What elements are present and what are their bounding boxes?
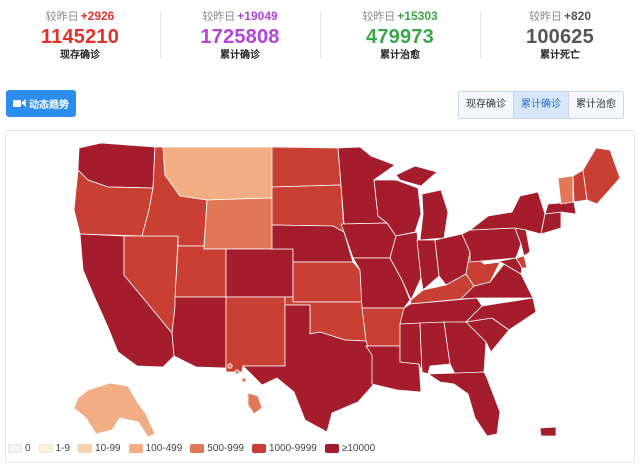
delta-label: 较昨日 (202, 11, 236, 23)
delta-label: 较昨日 (362, 11, 396, 23)
delta-label: 较昨日 (45, 11, 79, 23)
state-indiana[interactable] (416, 239, 440, 291)
state-hawaii[interactable] (247, 392, 263, 415)
trend-button-label: 动态趋势 (29, 100, 69, 111)
legend-item[interactable]: 10-99 (78, 443, 121, 454)
state-montana[interactable] (162, 146, 273, 201)
delta-value: +15303 (397, 9, 438, 23)
legend-swatch (128, 444, 143, 453)
stat-total: 479973 (366, 26, 434, 48)
delta-label: 较昨日 (528, 11, 562, 23)
stat-cumulative-cured: 较昨日 +15303 479973 累计治愈 (320, 0, 480, 70)
stat-delta: 较昨日 +820 (480, 8, 640, 25)
state-utah[interactable] (174, 245, 227, 298)
state-kansas[interactable] (292, 261, 363, 303)
legend-item[interactable]: 0 (8, 443, 31, 454)
legend-swatch (190, 444, 205, 453)
stat-label: 累计治愈 (380, 50, 420, 61)
state-maine[interactable] (582, 147, 621, 205)
state-michigan[interactable] (419, 189, 449, 241)
tab-current-confirmed[interactable]: 现存确诊 (459, 92, 513, 118)
tab-cumulative-cured[interactable]: 累计治愈 (568, 92, 623, 118)
legend-swatch (252, 444, 266, 453)
legend-item[interactable]: 1-9 (38, 443, 71, 454)
state-vermont[interactable] (557, 175, 574, 205)
tab-cumulative-confirmed[interactable]: 累计确诊 (513, 92, 568, 118)
stat-delta: 较昨日 +15303 (320, 8, 480, 25)
state-north-carolina[interactable] (465, 297, 537, 331)
legend-item[interactable]: 1000-9999 (252, 443, 317, 454)
legend-label: 100-499 (145, 443, 183, 454)
legend-item[interactable]: ≥10000 (324, 443, 376, 454)
delta-value: +19049 (237, 9, 278, 23)
trend-button[interactable]: 动态趋势 (6, 90, 76, 117)
delta-value: +820 (563, 9, 592, 23)
legend-swatch (38, 444, 53, 453)
stat-total: 1145210 (40, 26, 120, 48)
state-arizona[interactable] (171, 296, 227, 369)
legend-label: ≥10000 (341, 443, 376, 454)
state-hawaii-small[interactable] (227, 363, 233, 369)
stat-delta: 较昨日 +2926 (0, 8, 160, 25)
state-hawaii-small[interactable] (241, 377, 247, 383)
stat-delta: 较昨日 +19049 (160, 8, 320, 25)
metric-tabs: 现存确诊 累计确诊 累计治愈 (458, 91, 624, 119)
state-wyoming[interactable] (203, 197, 273, 250)
state-colorado[interactable] (225, 248, 294, 298)
stat-label: 现存确诊 (60, 50, 100, 61)
stat-total: 100625 (526, 26, 594, 48)
stat-label: 累计确诊 (220, 50, 260, 61)
state-delaware[interactable] (515, 255, 528, 269)
state-new-mexico[interactable] (225, 296, 286, 373)
delta-value: +2926 (80, 9, 115, 23)
state-michigan-upper[interactable] (395, 165, 438, 187)
stat-cumulative-deaths: 较昨日 +820 100625 累计死亡 (480, 0, 640, 70)
legend-swatch (8, 444, 22, 453)
state-arkansas[interactable] (361, 307, 405, 347)
stat-cumulative-confirmed: 较昨日 +19049 1725808 累计确诊 (160, 0, 320, 70)
state-hawaii-small[interactable] (234, 369, 240, 375)
legend-swatch (324, 444, 339, 453)
legend-label: 0 (25, 443, 31, 454)
legend-label: 1000-9999 (269, 443, 317, 454)
stats-bar: 较昨日 +2926 1145210 现存确诊 较昨日 +19049 1725808 … (0, 0, 640, 70)
territory-puerto-rico[interactable] (539, 426, 557, 437)
state-new-york[interactable] (469, 191, 546, 235)
state-massachusetts[interactable] (544, 201, 577, 215)
stat-label: 累计死亡 (540, 50, 580, 61)
stat-total: 1725808 (200, 26, 280, 48)
map-legend: 0 1-9 10-99 100-499 500-999 1000-9999 ≥1… (8, 443, 375, 454)
state-texas[interactable] (242, 304, 375, 433)
legend-label: 1-9 (55, 443, 71, 454)
legend-item[interactable]: 500-999 (190, 443, 244, 454)
legend-swatch (78, 444, 93, 453)
legend-item[interactable]: 100-499 (128, 443, 183, 454)
state-pennsylvania[interactable] (461, 227, 522, 263)
state-alaska[interactable] (73, 382, 156, 438)
stat-current-confirmed: 较昨日 +2926 1145210 现存确诊 (0, 0, 160, 70)
state-north-dakota[interactable] (271, 146, 342, 188)
video-camera-icon (13, 99, 26, 108)
state-florida[interactable] (427, 371, 501, 437)
legend-label: 500-999 (207, 443, 244, 454)
legend-label: 10-99 (95, 443, 121, 454)
